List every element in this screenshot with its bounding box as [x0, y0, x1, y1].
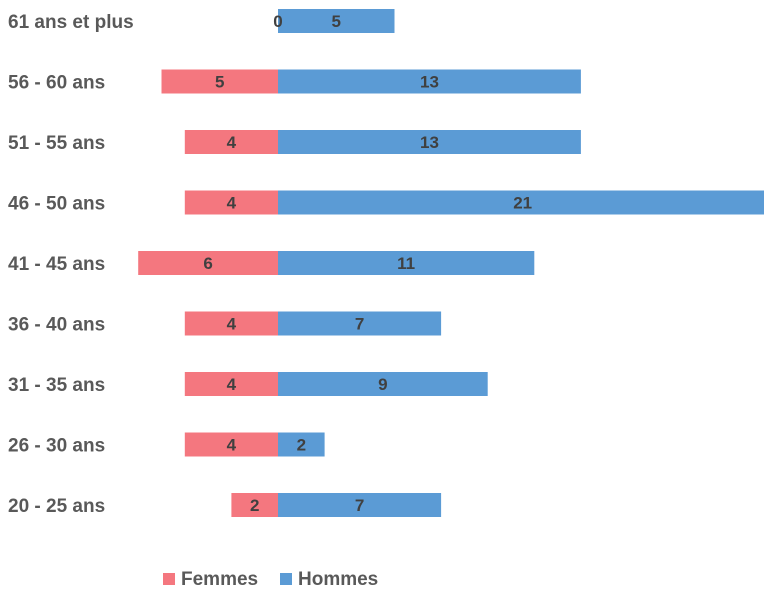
- value-labels: 2 7 4 2 4 9 4 7 6 11 4 21 4 13 5 13 0 5: [203, 12, 532, 515]
- legend-swatch-femmes: [163, 573, 175, 585]
- bar-hommes-41-45-ans: [278, 251, 535, 275]
- value-label-hommes-31-35-ans: 9: [378, 375, 387, 394]
- bar-hommes-51-55-ans: [278, 130, 581, 154]
- value-label-femmes-36-40-ans: 4: [227, 315, 237, 334]
- bar-hommes-61-ans-et-plus: [278, 9, 395, 33]
- bar-femmes-51-55-ans: [184, 130, 278, 154]
- bar-femmes-46-50-ans: [184, 190, 278, 215]
- value-label-hommes-56-60-ans: 13: [420, 73, 439, 92]
- category-label-56-60-ans: 56 - 60 ans: [8, 73, 105, 94]
- bar-femmes-26-30-ans: [184, 432, 278, 457]
- value-label-femmes-61-ans-et-plus: 0: [273, 12, 282, 31]
- category-label-20-25-ans: 20 - 25 ans: [8, 496, 105, 517]
- bar-hommes-31-35-ans: [278, 372, 488, 396]
- category-label-41-45-ans: 41 - 45 ans: [8, 254, 105, 275]
- category-label-36-40-ans: 36 - 40 ans: [8, 315, 105, 336]
- value-label-hommes-41-45-ans: 11: [397, 254, 415, 273]
- value-label-femmes-56-60-ans: 5: [215, 73, 224, 92]
- value-label-femmes-51-55-ans: 4: [227, 133, 237, 152]
- bar-femmes-36-40-ans: [184, 311, 278, 336]
- bar-hommes-20-25-ans: [278, 493, 442, 517]
- legend-swatch-hommes: [280, 573, 292, 585]
- legend: Femmes Hommes: [163, 569, 378, 589]
- bar-hommes-26-30-ans: [278, 432, 325, 457]
- bar-hommes-36-40-ans: [278, 311, 442, 336]
- category-labels: 20 - 25 ans 26 - 30 ans 31 - 35 ans 36 - 40…: [8, 12, 134, 517]
- bar-femmes-41-45-ans: [138, 251, 278, 275]
- category-label-61-ans-et-plus: 61 ans et plus: [8, 12, 134, 33]
- bars: [138, 9, 764, 517]
- value-label-femmes-46-50-ans: 4: [227, 194, 237, 213]
- legend-label-femmes: Femmes: [181, 569, 258, 589]
- value-label-femmes-20-25-ans: 2: [250, 496, 259, 515]
- bar-femmes-56-60-ans: [161, 69, 278, 94]
- value-label-femmes-41-45-ans: 6: [203, 254, 212, 273]
- value-label-hommes-36-40-ans: 7: [355, 315, 364, 334]
- bar-hommes-56-60-ans: [278, 69, 581, 94]
- legend-label-hommes: Hommes: [298, 569, 378, 589]
- category-label-26-30-ans: 26 - 30 ans: [8, 436, 105, 457]
- value-label-hommes-20-25-ans: 7: [355, 496, 364, 515]
- value-label-hommes-46-50-ans: 21: [513, 194, 532, 213]
- value-label-femmes-26-30-ans: 4: [227, 436, 237, 455]
- value-label-femmes-31-35-ans: 4: [227, 375, 237, 394]
- bar-hommes-46-50-ans: [278, 190, 764, 215]
- category-label-31-35-ans: 31 - 35 ans: [8, 375, 105, 396]
- value-label-hommes-26-30-ans: 2: [297, 436, 306, 455]
- bar-femmes-31-35-ans: [184, 372, 278, 396]
- category-label-51-55-ans: 51 - 55 ans: [8, 133, 105, 154]
- bar-femmes-20-25-ans: [231, 493, 278, 517]
- value-label-hommes-51-55-ans: 13: [420, 133, 439, 152]
- category-label-46-50-ans: 46 - 50 ans: [8, 194, 105, 215]
- value-label-hommes-61-ans-et-plus: 5: [332, 12, 341, 31]
